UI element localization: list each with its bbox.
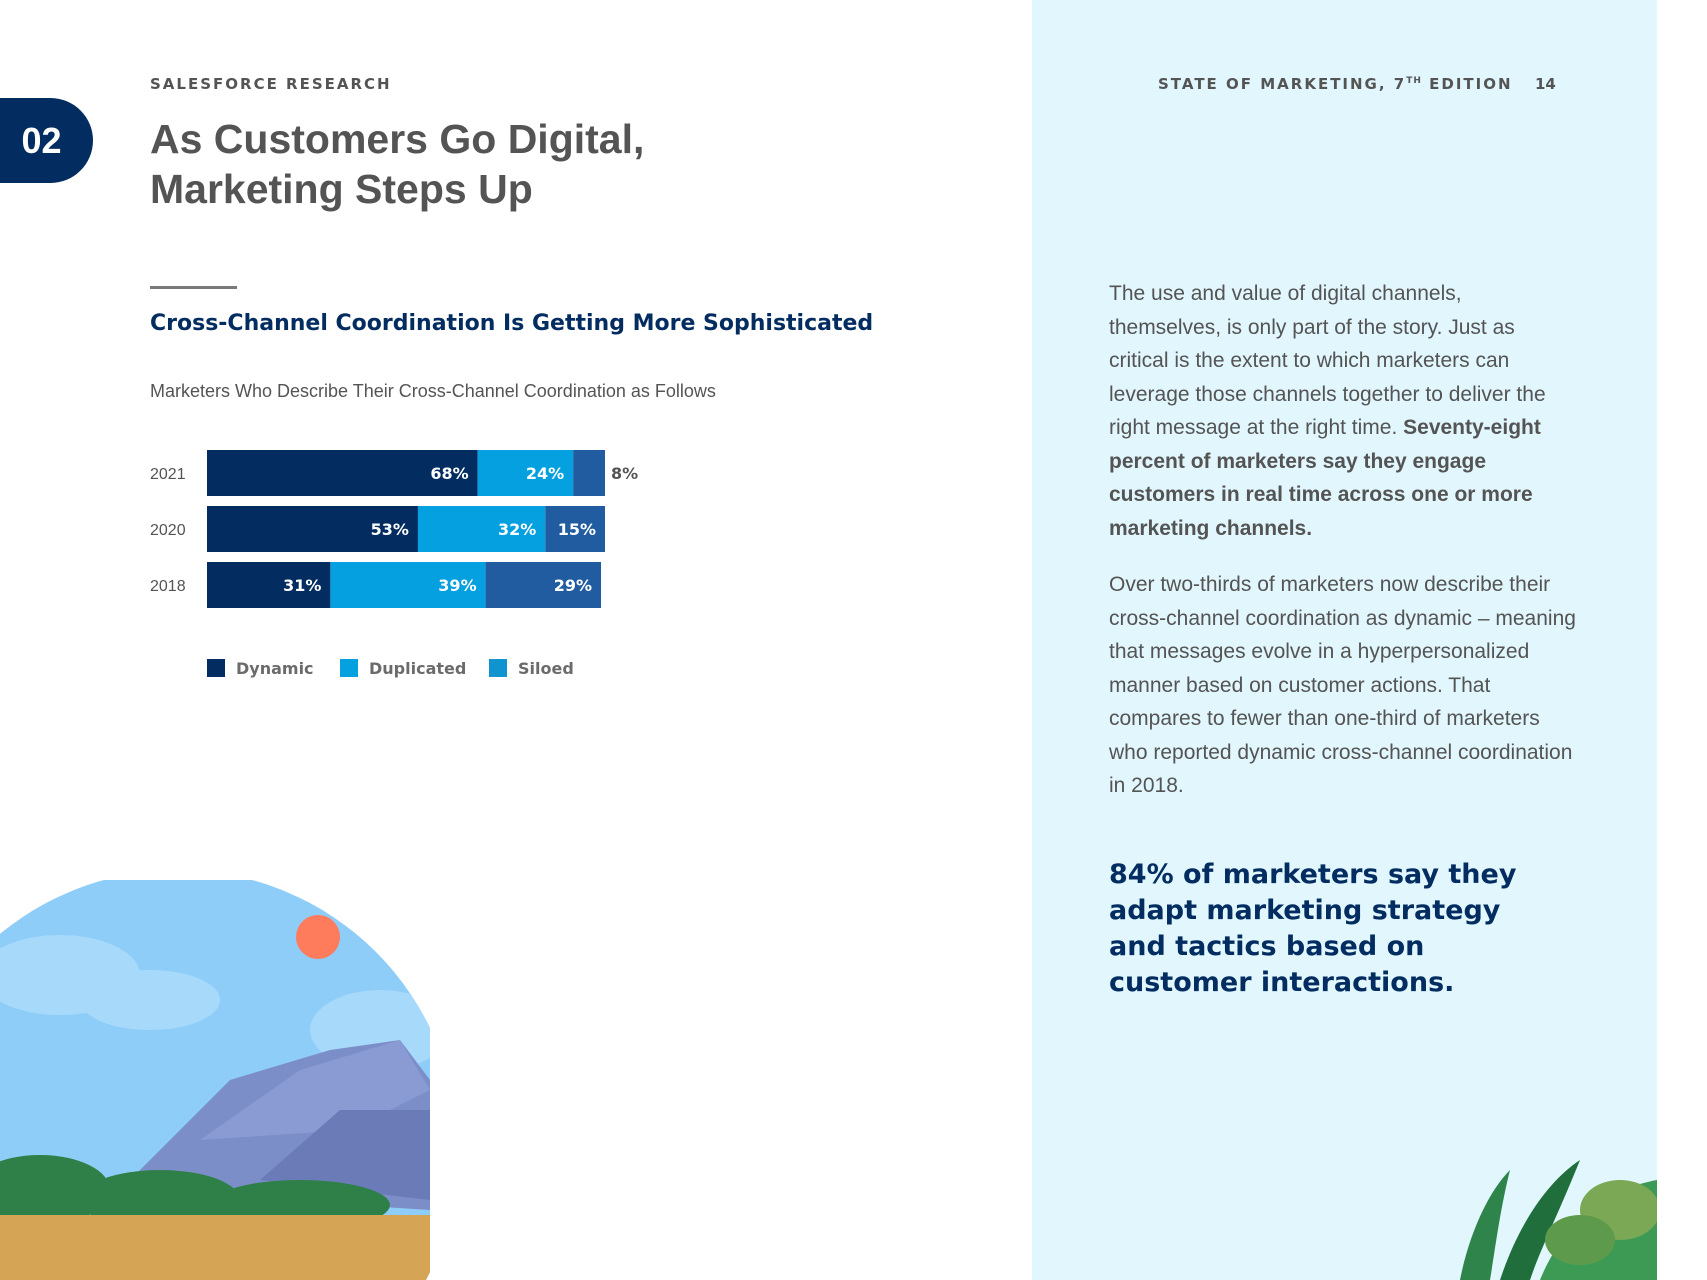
- right-panel: [1032, 0, 1657, 1280]
- legend-label-duplicated: Duplicated: [369, 659, 466, 678]
- edition-suffix: EDITION: [1421, 75, 1513, 93]
- data-label-duplicated-2021: 24%: [526, 464, 564, 483]
- report-name: STATE OF MARKETING, 7: [1158, 75, 1407, 93]
- bar-dynamic-2018: [207, 562, 331, 608]
- legend-label-dynamic: Dynamic: [236, 659, 314, 678]
- edition-superscript: TH: [1406, 76, 1422, 86]
- legend-swatch-duplicated: [340, 659, 358, 677]
- body-paragraph-1-text: The use and value of digital channels, t…: [1109, 282, 1546, 439]
- foliage-illustration: [1460, 1160, 1657, 1280]
- chart-subtitle: Marketers Who Describe Their Cross-Chann…: [150, 381, 716, 401]
- legend-swatch-dynamic: [207, 659, 225, 677]
- legend-label-siloed: Siloed: [518, 659, 574, 678]
- category-label-2021: 2021: [150, 466, 186, 483]
- bar-siloed-2021: [573, 450, 605, 496]
- bar-duplicated-2021: [477, 450, 574, 496]
- data-label-siloed-2020: 15%: [558, 520, 596, 539]
- data-label-duplicated-2018: 39%: [438, 576, 476, 595]
- data-label-dynamic-2020: 53%: [371, 520, 409, 539]
- data-label-dynamic-2018: 31%: [283, 576, 321, 595]
- legend-swatch-siloed: [489, 659, 507, 677]
- data-label-siloed-2021: 8%: [611, 464, 638, 483]
- bar-siloed-2020: [545, 506, 605, 552]
- stat-callout: 84% of marketers say they adapt marketin…: [1109, 859, 1517, 998]
- body-paragraph-1-highlight: Seventy-eight percent of marketers say t…: [1109, 416, 1541, 540]
- page-number: 14: [1535, 75, 1556, 93]
- data-label-dynamic-2021: 68%: [430, 464, 468, 483]
- report-kicker: STATE OF MARKETING, 7TH EDITION: [1158, 75, 1513, 93]
- category-label-2018: 2018: [150, 578, 186, 595]
- chart-title: Cross-Channel Coordination Is Getting Mo…: [150, 311, 874, 336]
- stacked-bar-chart: 2021 68% 24% 8% 2020 53% 32% 15% 2018 31% 39% 29% Dy…: [150, 450, 638, 678]
- section-number-badge: 02: [0, 98, 93, 183]
- page-title: As Customers Go Digital, Marketing Steps…: [150, 114, 850, 214]
- bar-duplicated-2020: [417, 506, 546, 552]
- heading-divider: [150, 286, 237, 289]
- bar-siloed-2018: [485, 562, 602, 608]
- bar-duplicated-2018: [330, 562, 486, 608]
- category-label-2020: 2020: [150, 522, 186, 539]
- body-paragraph-1: The use and value of digital channels, t…: [1109, 277, 1579, 545]
- data-label-siloed-2018: 29%: [554, 576, 592, 595]
- bar-dynamic-2021: [207, 450, 478, 496]
- body-paragraph-2: Over two-thirds of marketers now describ…: [1109, 573, 1576, 797]
- publisher-kicker: SALESFORCE RESEARCH: [150, 75, 392, 93]
- data-label-duplicated-2020: 32%: [498, 520, 536, 539]
- landscape-illustration: [0, 880, 430, 1280]
- bar-dynamic-2020: [207, 506, 418, 552]
- page-title-line-1: As Customers Go Digital,: [150, 116, 645, 162]
- page-title-line-2: Marketing Steps Up: [150, 166, 533, 212]
